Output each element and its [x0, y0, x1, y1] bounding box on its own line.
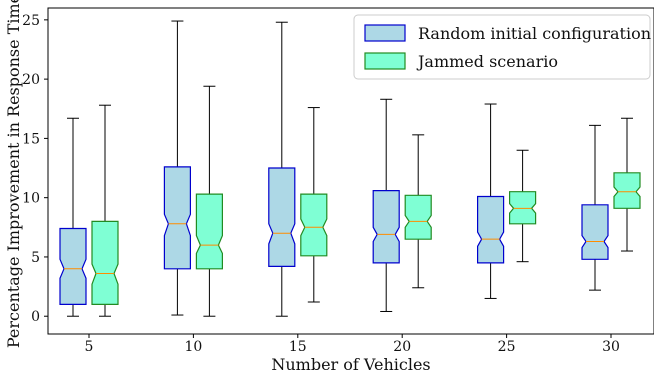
box-body [509, 191, 537, 225]
box-random-30 [581, 124, 609, 291]
box-body [581, 204, 609, 260]
x-tick-label: 30 [602, 339, 620, 355]
boxes-layer [59, 20, 641, 317]
y-tick-label: 5 [31, 250, 40, 266]
x-ticks: 5 10 15 20 25 30 [85, 334, 620, 355]
box-body [163, 166, 191, 270]
y-tick-label: 10 [22, 191, 40, 207]
y-tick-label: 25 [22, 13, 40, 29]
box-jammed-5 [91, 104, 119, 317]
x-tick-label: 20 [393, 339, 411, 355]
box-jammed-10 [195, 85, 223, 317]
legend-swatch-jammed [364, 52, 406, 70]
box-random-5 [59, 117, 87, 317]
box-body [372, 190, 400, 264]
x-axis-label: Number of Vehicles [271, 355, 430, 374]
box-jammed-15 [300, 107, 328, 303]
x-tick-label: 5 [85, 339, 94, 355]
box-jammed-20 [404, 134, 432, 289]
legend-frame [353, 14, 651, 80]
y-tick-label: 20 [22, 72, 40, 88]
box-random-10 [163, 20, 191, 316]
legend-swatch-random [364, 24, 406, 42]
box-body [91, 220, 119, 305]
box-body [268, 167, 296, 267]
plot-frame [47, 7, 654, 335]
box-random-20 [372, 98, 400, 312]
x-tick-label: 15 [289, 339, 307, 355]
legend: Random initial configuration Jammed scen… [353, 14, 651, 80]
box-body [613, 172, 641, 209]
y-axis-label: Percentage Improvement in Response Time [4, 0, 23, 348]
box-body [195, 193, 223, 270]
y-ticks: 0 5 10 15 20 25 [22, 13, 48, 325]
legend-label-random: Random initial configuration [418, 24, 651, 43]
box-body [59, 227, 87, 305]
box-body [477, 195, 505, 264]
y-tick-label: 15 [22, 131, 40, 147]
box-random-15 [268, 21, 296, 317]
box-jammed-25 [509, 149, 537, 263]
x-tick-label: 25 [498, 339, 516, 355]
box-jammed-30 [613, 117, 641, 252]
x-tick-label: 10 [184, 339, 202, 355]
box-body [300, 193, 328, 257]
box-body [404, 194, 432, 240]
legend-label-jammed: Jammed scenario [416, 52, 558, 71]
y-tick-label: 0 [31, 309, 40, 325]
box-random-25 [477, 103, 505, 299]
